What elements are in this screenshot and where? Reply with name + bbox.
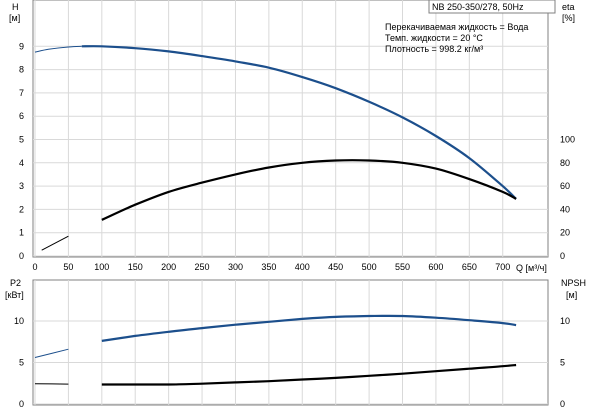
condition-temperature: Темп. жидкости = 20 °C xyxy=(385,33,483,43)
x-tick-label: 50 xyxy=(63,262,73,272)
y-left-bottom-tick-label: 0 xyxy=(19,399,24,409)
x-tick-label: 350 xyxy=(261,262,276,272)
x-tick-label: 150 xyxy=(128,262,143,272)
x-tick-label: 650 xyxy=(462,262,477,272)
y-left-bottom-unit: [кВт] xyxy=(5,290,24,300)
y-left-tick-label: 2 xyxy=(19,204,24,214)
p2-curve-extension xyxy=(34,348,69,358)
x-tick-label: 100 xyxy=(94,262,109,272)
eta-curve xyxy=(101,159,517,221)
y-right-bottom-label: NPSH xyxy=(561,278,586,288)
y-left-tick-label: 3 xyxy=(19,181,24,191)
y-left-bottom-label: P2 xyxy=(10,278,21,288)
model-title-box xyxy=(428,0,556,14)
condition-density: Плотность = 998.2 кг/м³ xyxy=(385,44,483,54)
eta-curve-extension xyxy=(41,235,69,251)
y-left-tick-label: 6 xyxy=(19,111,24,121)
x-tick-label: 700 xyxy=(495,262,510,272)
y-right-bottom-tick-label: 0 xyxy=(560,399,565,409)
x-axis-label: Q [м³/ч] xyxy=(516,263,547,273)
y-left-tick-label: 9 xyxy=(19,41,24,51)
y-right-tick-label: 40 xyxy=(560,204,570,214)
y-left-tick-label: 8 xyxy=(19,65,24,75)
y-right-tick-label: 60 xyxy=(560,181,570,191)
x-tick-label: 500 xyxy=(362,262,377,272)
x-tick-label: 250 xyxy=(195,262,210,272)
curves xyxy=(34,45,517,386)
y-left-bottom-tick-label: 10 xyxy=(14,316,24,326)
top-plot-frame xyxy=(32,0,549,258)
y-right-bottom-unit: [м] xyxy=(566,290,577,300)
model-title: NB 250-350/278, 50Hz xyxy=(432,2,524,12)
y-right-tick-label: 0 xyxy=(560,251,565,261)
x-tick-label: 200 xyxy=(161,262,176,272)
h-curve xyxy=(81,45,517,200)
y-left-tick-label: 4 xyxy=(19,158,24,168)
axis-tick-labels: 0 50 100 150 200 250 300 350 400 450 500 550 600 650 7… xyxy=(14,41,575,409)
y-left-tick-label: 1 xyxy=(19,228,24,238)
y-right-top-unit: [%] xyxy=(562,13,575,23)
y-left-top-label: H xyxy=(12,2,19,12)
x-tick-label: 300 xyxy=(228,262,243,272)
npsh-curve xyxy=(101,363,517,386)
y-left-tick-label: 0 xyxy=(19,251,24,261)
x-tick-label: 600 xyxy=(428,262,443,272)
x-tick-label: 0 xyxy=(32,262,37,272)
y-right-tick-label: 80 xyxy=(560,158,570,168)
y-left-top-unit: [м] xyxy=(9,13,20,23)
y-left-tick-label: 7 xyxy=(19,88,24,98)
y-right-tick-label: 20 xyxy=(560,228,570,238)
y-left-bottom-tick-label: 5 xyxy=(19,358,24,368)
y-right-top-label: eta xyxy=(562,2,575,12)
y-right-bottom-tick-label: 5 xyxy=(560,358,565,368)
condition-liquid: Перекачиваемая жидкость = Вода xyxy=(385,22,528,32)
p2-curve xyxy=(101,314,517,342)
y-left-tick-label: 5 xyxy=(19,135,24,145)
bottom-plot-frame xyxy=(32,279,549,406)
x-tick-label: 400 xyxy=(295,262,310,272)
grid-lines xyxy=(33,0,548,405)
x-tick-label: 550 xyxy=(395,262,410,272)
y-right-bottom-tick-label: 10 xyxy=(560,316,570,326)
h-curve-extension xyxy=(34,45,82,53)
y-right-tick-label: 100 xyxy=(560,135,575,145)
x-tick-label: 450 xyxy=(328,262,343,272)
